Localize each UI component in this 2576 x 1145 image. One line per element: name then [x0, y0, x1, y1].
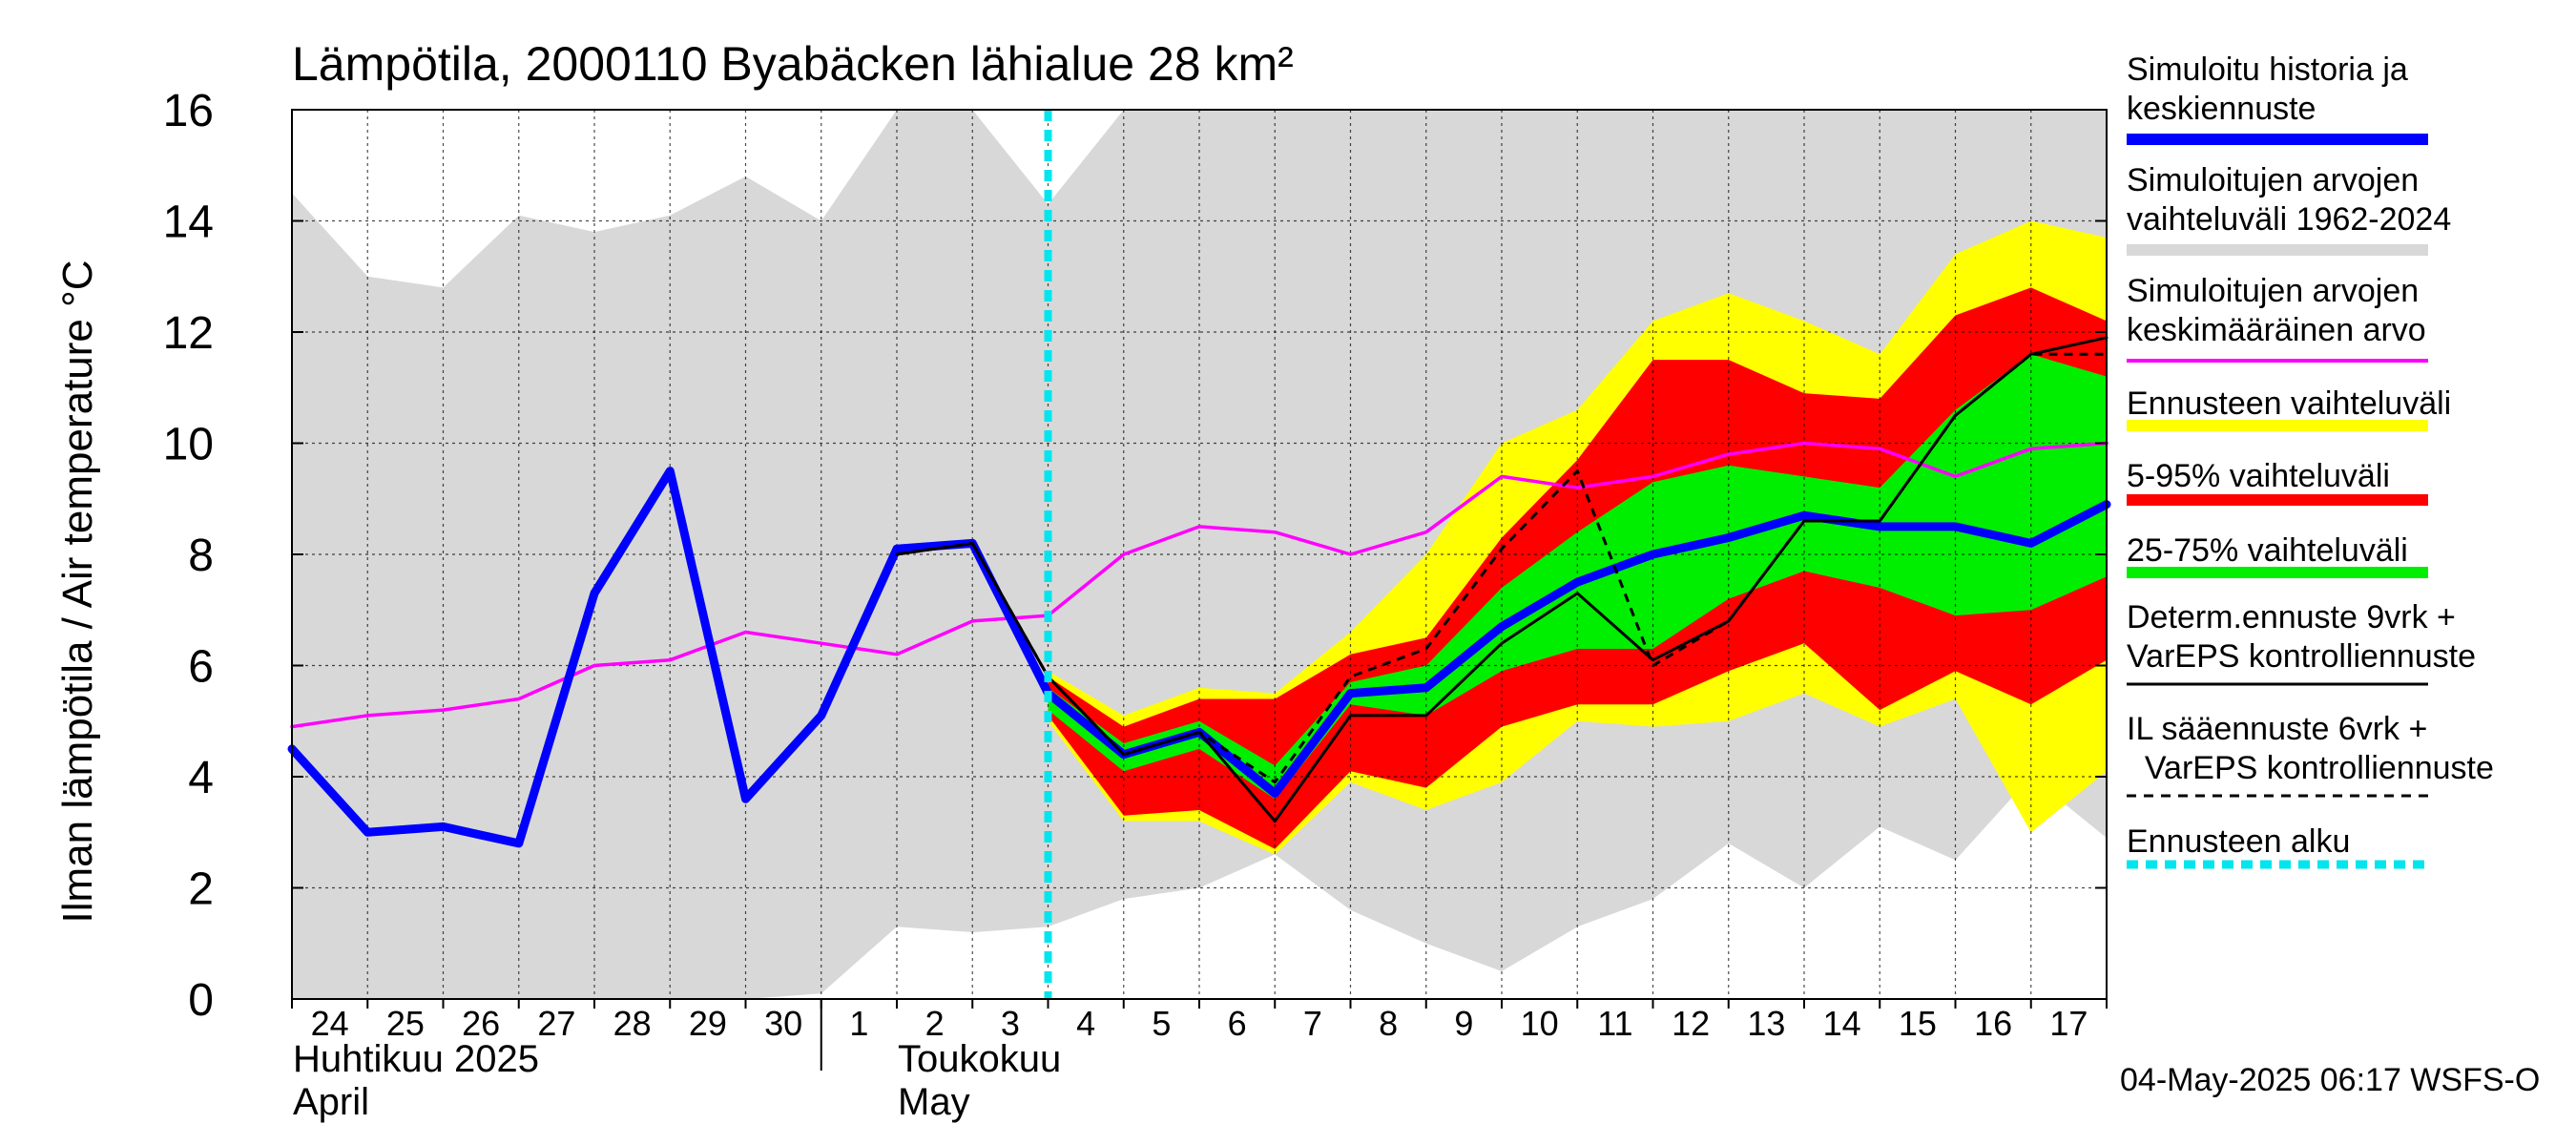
x-tick-label: 8 [1379, 1004, 1398, 1043]
grid-layer [292, 110, 2107, 999]
series-line-0 [290, 441, 2109, 729]
line-layer [287, 110, 2111, 999]
month-label-april-fi: Huhtikuu 2025 [293, 1038, 539, 1080]
y-tick-label: 16 [163, 86, 214, 136]
y-tick-label: 2 [188, 864, 214, 915]
legend-label-7: IL sääennuste 6vrk + [2127, 711, 2427, 747]
x-tick-label: 9 [1454, 1004, 1473, 1043]
y-tick-label: 12 [163, 308, 214, 359]
x-tick-label: 27 [537, 1004, 575, 1043]
x-tick-label: 26 [462, 1004, 500, 1043]
x-tick-label: 25 [386, 1004, 425, 1043]
y-axis-label: Ilman lämpötila / Air temperature °C [54, 260, 101, 924]
band-3 [1048, 354, 2107, 800]
legend-label-1: Simuloitujen arvojen [2127, 162, 2419, 198]
x-tick-label: 13 [1747, 1004, 1785, 1043]
x-tick-label: 15 [1899, 1004, 1937, 1043]
x-tick-label: 3 [1001, 1004, 1020, 1043]
legend-label-1-line2: vaihteluväli 1962-2024 [2127, 201, 2451, 238]
x-tick-label: 16 [1974, 1004, 2012, 1043]
chart-title: Lämpötila, 2000110 Byabäcken lähialue 28… [292, 37, 1294, 91]
month-label-may-fi: Toukokuu [898, 1038, 1061, 1080]
x-tick-label: 14 [1823, 1004, 1861, 1043]
y-tick-label: 6 [188, 642, 214, 693]
x-tick-label: 6 [1228, 1004, 1247, 1043]
y-tick-label: 10 [163, 420, 214, 470]
x-tick-label: 5 [1152, 1004, 1171, 1043]
x-tick-label: 2 [925, 1004, 945, 1043]
y-tick-label: 4 [188, 753, 214, 803]
month-label-may-en: May [898, 1081, 970, 1123]
y-tick-label: 14 [163, 198, 214, 248]
x-tick-label: 4 [1076, 1004, 1095, 1043]
x-tick-label: 1 [849, 1004, 868, 1043]
month-label-april-en: April [293, 1081, 369, 1123]
x-tick-label: 11 [1597, 1004, 1632, 1043]
y-axis: 0 2 4 6 8 10 12 14 16 [163, 86, 2107, 1026]
legend-label-8: Ennusteen alku [2127, 823, 2350, 860]
legend-label-2: Simuloitujen arvojen [2127, 273, 2419, 309]
x-tick-label: 10 [1521, 1004, 1559, 1043]
x-tick-label: 17 [2049, 1004, 2088, 1043]
legend-label-5: 25-75% vaihteluväli [2127, 532, 2408, 569]
footer-timestamp: 04-May-2025 06:17 WSFS-O [2120, 1062, 2540, 1098]
legend-label-6-line2: VarEPS kontrolliennuste [2127, 638, 2476, 675]
legend-label-6: Determ.ennuste 9vrk + [2127, 599, 2456, 635]
legend-label-2-line2: keskimääräinen arvo [2127, 312, 2426, 348]
x-tick-label: 12 [1672, 1004, 1710, 1043]
legend-label-0: Simuloitu historia ja [2127, 52, 2408, 88]
x-axis: 24 25 26 27 28 29 30 1 2 3 4 5 6 7 8 9 10 11 12 13 14 15 16 17 [291, 999, 2108, 1071]
legend-label-4: 5-95% vaihteluväli [2127, 458, 2390, 494]
x-tick-label: 24 [311, 1004, 349, 1043]
x-tick-label: 28 [613, 1004, 652, 1043]
legend-label-3: Ennusteen vaihteluväli [2127, 385, 2451, 422]
series-line-2 [895, 336, 2109, 823]
x-tick-label: 30 [764, 1004, 802, 1043]
x-tick-label: 7 [1303, 1004, 1322, 1043]
y-tick-label: 8 [188, 531, 214, 581]
y-tick-label: 0 [188, 975, 214, 1026]
series-line-3 [896, 352, 2107, 784]
x-tick-label: 29 [689, 1004, 727, 1043]
legend-label-0-line2: keskiennuste [2127, 91, 2316, 127]
legend-label-7-line2: VarEPS kontrolliennuste [2127, 750, 2494, 786]
